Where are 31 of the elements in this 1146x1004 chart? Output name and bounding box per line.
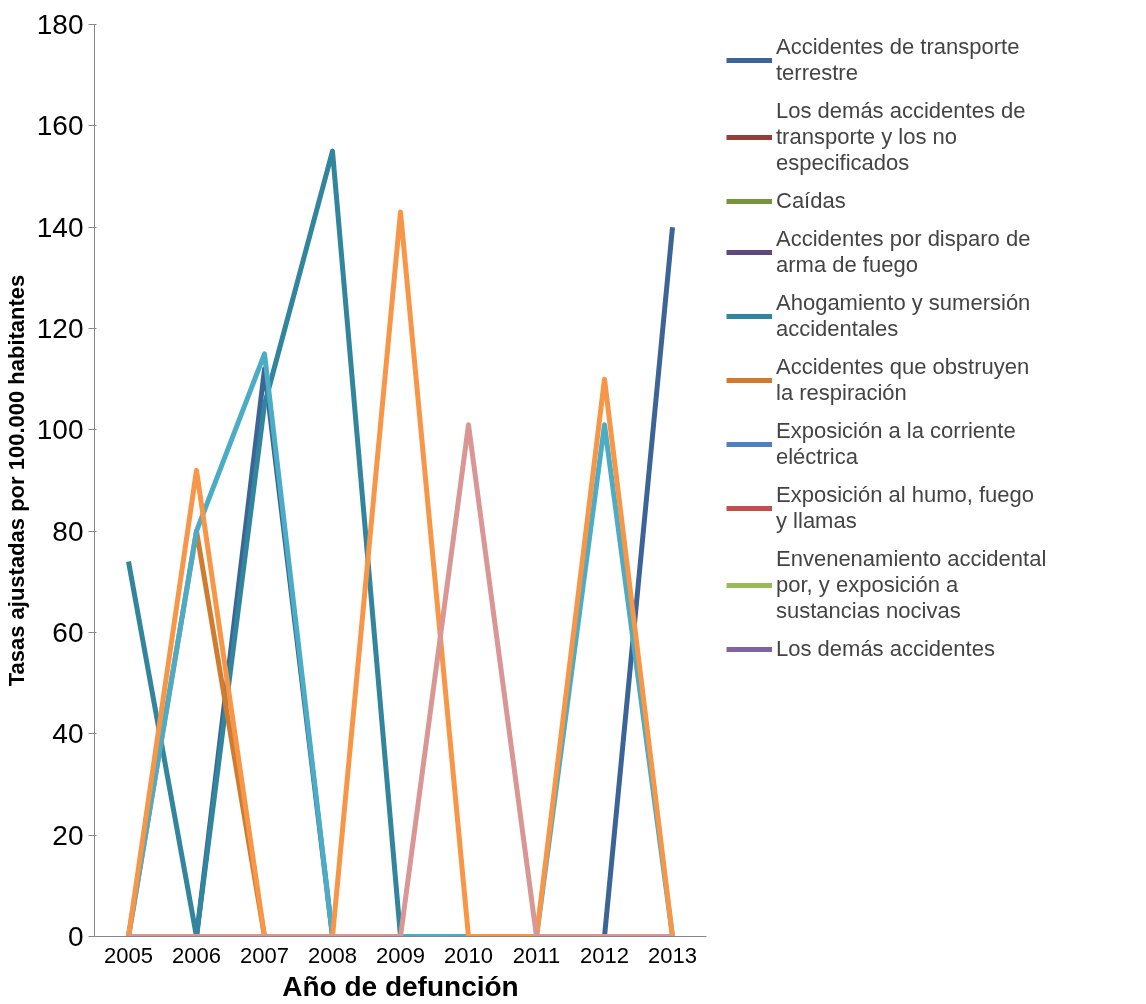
y-tick-label: 180 — [36, 9, 84, 40]
legend-label: Exposición al humo, fuego y llamas — [776, 482, 1035, 534]
x-tick-label: 2008 — [308, 942, 357, 968]
legend-label: Los demás accidentes de transporte y los no especificados — [776, 98, 1026, 176]
legend-label: Accidentes que obstruyen la respiración — [776, 354, 1030, 406]
x-tick-label: 2011 — [512, 942, 561, 968]
x-tick-label: 2012 — [580, 942, 629, 968]
legend-label: Accidentes de transporte terrestre — [776, 34, 1020, 86]
x-tick-label: 2007 — [240, 942, 289, 968]
y-tick-label: 60 — [52, 617, 84, 648]
legend-label: Caídas — [776, 188, 846, 214]
y-tick-label: 20 — [52, 819, 84, 851]
legend-label: Accidentes por disparo de arma de fuego — [776, 226, 1031, 278]
legend-label: Exposición a la corriente eléctrica — [776, 418, 1016, 470]
x-tick-label: 2005 — [104, 942, 153, 968]
y-tick-label: 100 — [36, 414, 84, 446]
legend-label: Envenenamiento accidental por, y exposición a sustancias nocivas — [776, 546, 1047, 624]
y-axis-title: Tasas ajustadas por 100.000 habitantes — [3, 274, 29, 687]
y-tick-label: 120 — [36, 313, 84, 344]
y-tick-label: 160 — [36, 110, 84, 142]
y-tick-label: 40 — [52, 718, 84, 750]
x-tick-label: 2006 — [172, 942, 221, 968]
y-tick-label: 80 — [52, 515, 84, 547]
x-tick-label: 2009 — [376, 942, 425, 968]
y-tick-label: 140 — [36, 211, 84, 243]
x-tick-label: 2010 — [444, 942, 493, 968]
y-tick-label: 0 — [67, 921, 84, 952]
legend-label: Ahogamiento y sumersión accidentales — [776, 290, 1031, 342]
x-axis-title: Año de defunción — [282, 970, 519, 1002]
x-tick-label: 2013 — [648, 942, 697, 968]
legend-label: Los demás accidentes — [776, 636, 995, 662]
